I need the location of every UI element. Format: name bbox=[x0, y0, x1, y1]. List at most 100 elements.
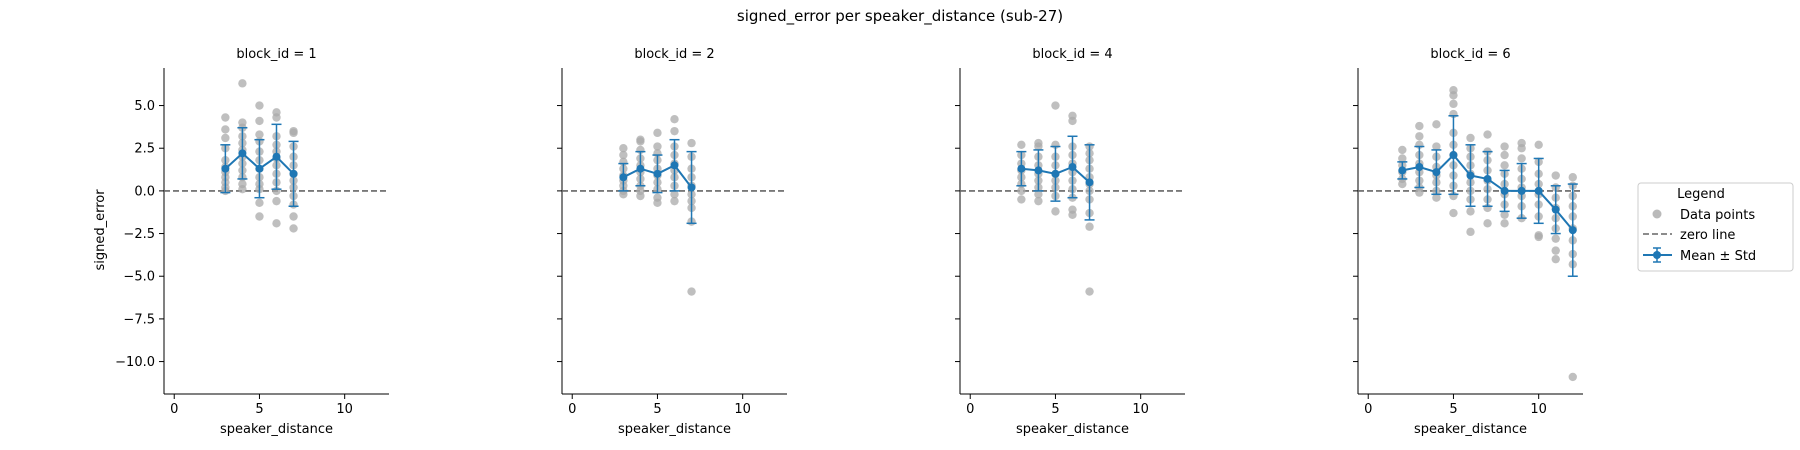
mean-point bbox=[238, 149, 247, 158]
legend-marker-mean-std bbox=[1643, 247, 1672, 263]
data-point bbox=[1449, 91, 1458, 100]
data-point bbox=[1415, 132, 1424, 141]
mean-point bbox=[1415, 162, 1424, 171]
data-point bbox=[1432, 120, 1441, 129]
x-tick-label: 5 bbox=[1051, 402, 1059, 417]
mean-point bbox=[1534, 186, 1543, 195]
mean-point bbox=[619, 173, 628, 182]
legend-label-data-points: Data points bbox=[1680, 208, 1755, 223]
data-point bbox=[1500, 210, 1509, 219]
data-point bbox=[1517, 154, 1526, 163]
data-point bbox=[238, 184, 247, 194]
data-point bbox=[670, 115, 679, 124]
data-point bbox=[255, 101, 264, 110]
data-point bbox=[1398, 179, 1407, 189]
data-point bbox=[1085, 222, 1094, 231]
data-point bbox=[1449, 99, 1458, 109]
mean-point bbox=[1551, 205, 1560, 214]
panel-title: block_id = 4 bbox=[1032, 47, 1112, 62]
data-point bbox=[289, 224, 298, 233]
data-point bbox=[1568, 372, 1577, 382]
data-point bbox=[1551, 246, 1560, 255]
data-point bbox=[1517, 144, 1526, 153]
data-point bbox=[687, 287, 696, 296]
x-axis-label: speaker_distance bbox=[1016, 422, 1129, 437]
data-point bbox=[1534, 232, 1543, 242]
data-point bbox=[1534, 140, 1543, 150]
data-point bbox=[1551, 171, 1560, 180]
data-point bbox=[1034, 196, 1043, 206]
x-tick-label: 5 bbox=[653, 402, 661, 417]
data-point bbox=[619, 144, 628, 153]
legend-title: Legend bbox=[1677, 187, 1725, 202]
data-point bbox=[1415, 121, 1424, 131]
data-point bbox=[1017, 195, 1026, 204]
x-axis-label: speaker_distance bbox=[1414, 422, 1527, 437]
y-tick-label: 5.0 bbox=[134, 99, 155, 114]
y-tick-label: 0.0 bbox=[134, 184, 155, 199]
mean-point bbox=[255, 164, 264, 173]
data-point bbox=[1432, 142, 1441, 151]
panel-title: block_id = 2 bbox=[634, 47, 714, 62]
data-point bbox=[1051, 207, 1060, 216]
data-point bbox=[1432, 193, 1441, 202]
panel-1: block_id = 1 5.0 2.5 0.0 −2.5 −5.0 −7.5 −10.0 0 5… bbox=[115, 47, 389, 437]
data-point bbox=[1034, 142, 1043, 151]
data-point bbox=[636, 137, 645, 146]
x-axis-label: speaker_distance bbox=[220, 422, 333, 437]
data-point bbox=[670, 190, 679, 199]
mean-point bbox=[670, 161, 679, 170]
data-point bbox=[1483, 130, 1492, 139]
x-tick-label: 5 bbox=[255, 402, 263, 417]
x-tick-label: 0 bbox=[966, 402, 974, 417]
mean-point bbox=[1500, 186, 1509, 195]
x-tick-label: 10 bbox=[1132, 402, 1149, 417]
panels: block_id = 1 5.0 2.5 0.0 −2.5 −5.0 −7.5 −10.0 0 5… bbox=[115, 47, 1583, 437]
y-tick-label: −10.0 bbox=[115, 355, 155, 370]
data-point bbox=[255, 130, 264, 139]
data-point bbox=[670, 196, 679, 206]
data-points bbox=[619, 115, 696, 296]
data-point bbox=[1068, 210, 1077, 219]
mean-point bbox=[289, 169, 298, 178]
x-tick-label: 0 bbox=[170, 402, 178, 417]
mean-point bbox=[1017, 164, 1026, 173]
data-point bbox=[1415, 188, 1424, 197]
panel-title: block_id = 1 bbox=[236, 47, 316, 62]
mean-point bbox=[1398, 166, 1407, 175]
x-tick-label: 10 bbox=[734, 402, 751, 417]
panel-title: block_id = 6 bbox=[1430, 47, 1510, 62]
data-point bbox=[1034, 190, 1043, 199]
data-point bbox=[221, 125, 230, 134]
data-point bbox=[619, 190, 628, 199]
data-point bbox=[1551, 234, 1560, 243]
data-point bbox=[670, 126, 679, 136]
data-point bbox=[1017, 140, 1026, 150]
mean-point bbox=[272, 152, 281, 161]
data-point bbox=[619, 150, 628, 160]
data-point bbox=[1466, 207, 1475, 216]
data-point bbox=[272, 219, 281, 228]
data-point bbox=[272, 113, 281, 122]
data-point bbox=[1398, 145, 1407, 155]
legend-label-zero-line: zero line bbox=[1680, 228, 1735, 243]
data-point bbox=[1568, 173, 1577, 182]
legend-marker-data-points bbox=[1652, 209, 1662, 219]
mean-point bbox=[1034, 166, 1043, 175]
x-tick-label: 5 bbox=[1449, 402, 1457, 417]
data-point bbox=[221, 133, 230, 143]
data-point bbox=[1085, 287, 1094, 296]
data-point bbox=[238, 79, 247, 88]
x-tick-label: 0 bbox=[568, 402, 576, 417]
legend-frame bbox=[1637, 182, 1794, 272]
data-point bbox=[1051, 101, 1060, 110]
mean-point bbox=[1483, 174, 1492, 183]
x-tick-label: 10 bbox=[1530, 402, 1547, 417]
data-point bbox=[1466, 227, 1475, 237]
data-point bbox=[636, 191, 645, 201]
data-point bbox=[1500, 161, 1509, 170]
data-point bbox=[1500, 142, 1509, 151]
mean-point bbox=[687, 183, 696, 192]
